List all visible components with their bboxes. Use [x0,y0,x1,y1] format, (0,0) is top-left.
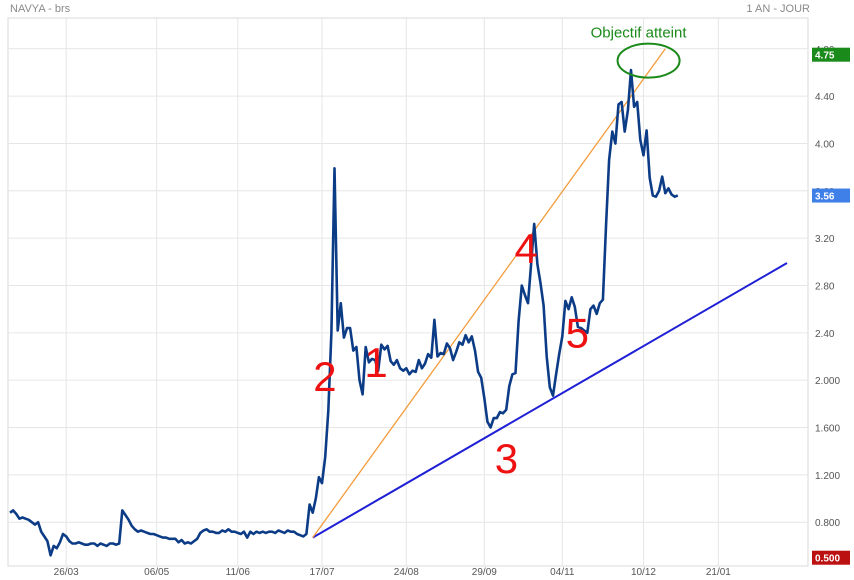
badge-low-label: 0.500 [815,554,840,565]
x-tick-label: 29/09 [472,567,497,578]
price-badges: 4.75 3.56 0.500 [812,47,850,565]
annotation-label-1: 1 [364,339,387,386]
y-tick-label: 4.40 [815,92,835,103]
price-series [9,68,679,557]
x-tick-label: 24/08 [394,567,419,578]
x-tick-label: 26/03 [54,567,79,578]
badge-last-label: 3.56 [815,192,835,203]
y-tick-label: 0.800 [815,518,840,529]
x-tick-label: 11/06 [226,567,251,578]
plot-frame [7,17,809,567]
x-tick-label: 04/11 [550,567,575,578]
chart-title: NAVYA - brs [10,3,71,15]
resistance-trendline [312,48,666,538]
badge-low [812,550,850,565]
target-ellipse [616,42,681,79]
chart-axes: 0.8001.2001.6002.0002.402.803.203.604.00… [54,45,841,578]
support-trendline [312,262,788,539]
y-tick-label: 2.40 [815,329,835,340]
badge-high-label: 4.75 [815,51,835,62]
y-tick-label: 3.20 [815,234,835,245]
price-line [9,68,679,557]
chart-period[interactable]: 1 AN - JOUR [746,3,810,15]
x-tick-label: 21/01 [706,567,731,578]
trendlines [312,48,788,539]
y-tick-label: 4.00 [815,139,835,150]
y-tick-label: 2.80 [815,281,835,292]
badge-last [812,188,850,203]
badge-high [812,47,850,62]
y-tick-label: 1.200 [815,471,840,482]
y-tick-label: 2.000 [815,376,840,387]
x-tick-label: 06/05 [144,567,169,578]
chart-annotations: 12 3 45 Objectif atteint [313,25,687,482]
annotation-label-3: 3 [495,435,518,482]
y-tick-label: 1.600 [815,424,840,435]
x-tick-label: 17/07 [310,567,335,578]
annotation-label-4: 4 [514,225,537,272]
x-tick-label: 10/12 [631,567,656,578]
annotation-label-5: 5 [566,309,589,356]
target-label: Objectif atteint [591,25,688,42]
annotation-label-2: 2 [313,353,336,400]
chart-grid [7,17,809,567]
